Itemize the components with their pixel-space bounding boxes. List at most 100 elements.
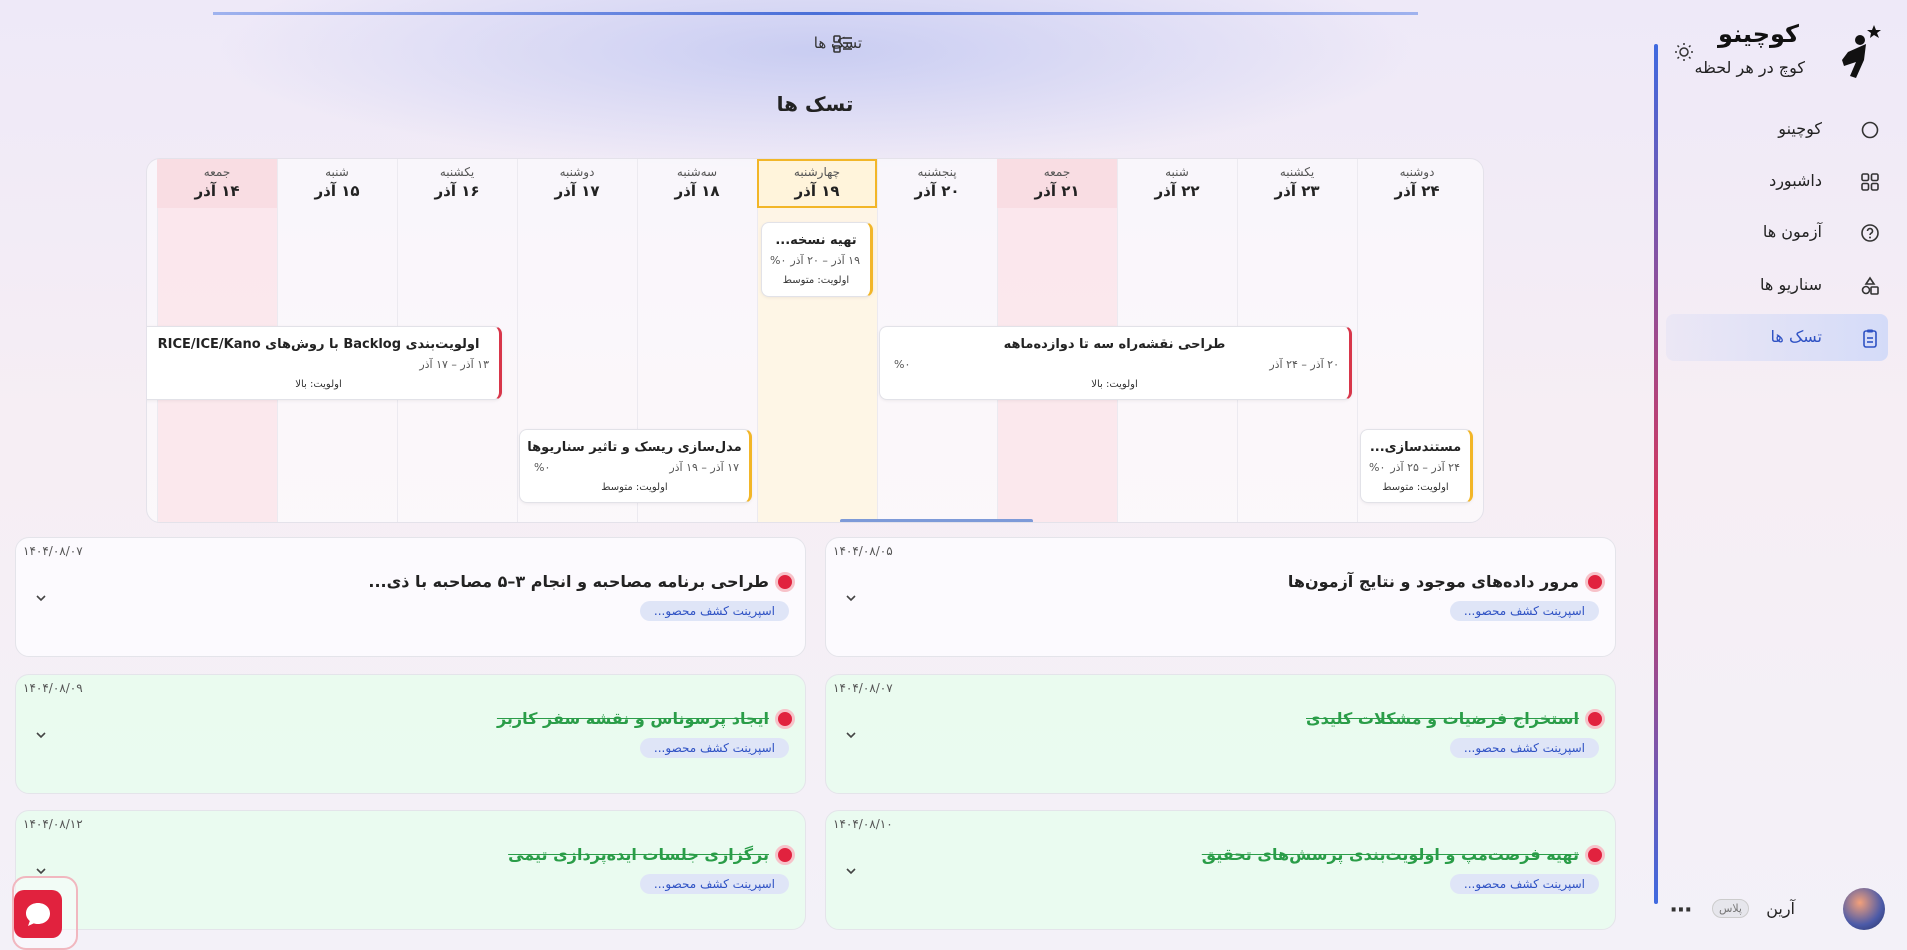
nav-item[interactable]: داشبورد xyxy=(1769,171,1822,190)
task-tag: اسپرینت کشف محصو... xyxy=(639,874,789,894)
calendar-task[interactable]: طراحی نقشه‌راه سه تا دوازده‌ماهه ۲۰ آذر –… xyxy=(879,326,1352,400)
day-date: ۲۲ آذر xyxy=(1154,182,1200,200)
nav-item[interactable]: کوچینو xyxy=(1778,119,1822,138)
task-card[interactable]: ۱۴۰۴/۰۸/۰۷ استخراج فرضیات و مشکلات کلیدی ا… xyxy=(825,674,1616,794)
task-progress: %۰ xyxy=(770,254,787,267)
day-weekday: سه‌شنبه xyxy=(676,165,718,179)
day-date: ۲۰ آذر xyxy=(914,182,960,200)
day-weekday: شنبه xyxy=(1165,165,1189,179)
nav-icon-svg xyxy=(1861,224,1879,242)
logo xyxy=(1842,25,1881,78)
more-menu[interactable]: ⋯ xyxy=(1670,898,1692,923)
task-priority: اولویت: متوسط xyxy=(1382,482,1449,493)
tasks-icon xyxy=(833,35,852,53)
section-label: تسک ها xyxy=(813,34,862,52)
expand-chevron-svg xyxy=(36,732,46,739)
day-column xyxy=(757,159,877,522)
day-date: ۲۴ آذر xyxy=(1394,182,1440,200)
top-bar xyxy=(213,12,1418,15)
task-card[interactable]: ۱۴۰۴/۰۸/۱۲ برگزاری جلسات ایده‌پردازی تیمی… xyxy=(15,810,806,930)
today-header xyxy=(757,159,877,208)
task-tag: اسپرینت کشف محصو... xyxy=(639,738,789,758)
calendar-scrollbar xyxy=(840,519,1033,522)
day-date: ۱۶ آذر xyxy=(434,182,480,200)
expand-chevron xyxy=(34,727,48,741)
task-date: ۱۴۰۴/۰۸/۱۲ xyxy=(23,817,83,831)
status-dot xyxy=(775,572,795,592)
nav-active-bg xyxy=(1666,314,1888,361)
task-title: طراحی نقشه‌راه سه تا دوازده‌ماهه xyxy=(1003,337,1226,352)
day-weekday: چهارشنبه xyxy=(793,165,841,179)
day-date: ۲۳ آذر xyxy=(1274,182,1320,200)
expand-chevron xyxy=(34,863,48,877)
nav-item[interactable]: تسک ها xyxy=(1770,327,1822,346)
day-column xyxy=(637,159,757,522)
nav-item[interactable]: سناریو ها xyxy=(1760,275,1822,294)
nav-icon-svg xyxy=(1861,276,1879,295)
tagline: کوچ در هر لحظه xyxy=(1694,58,1806,77)
day-column xyxy=(1357,159,1477,522)
day-header-bg xyxy=(157,159,277,208)
day-weekday: جمعه xyxy=(1043,165,1071,179)
day-weekday: دوشنبه xyxy=(559,165,595,179)
nav-icon xyxy=(1860,172,1880,192)
brand: کوچینو xyxy=(1718,20,1799,48)
avatar[interactable] xyxy=(1843,888,1885,930)
calendar: دوشنبه ۲۴ آذر یکشنبه ۲۳ آذر شنبه ۲۲ آذر جمعه ۲۱… xyxy=(146,158,1484,523)
task-tag: اسپرینت کشف محصو... xyxy=(1449,874,1599,894)
day-column xyxy=(517,159,637,522)
task-dates: ۲۰ آذر – ۲۴ آذر xyxy=(1269,358,1339,371)
task-title: اولویت‌بندی Backlog با روش‌های RICE/ICE/… xyxy=(157,337,480,352)
day-weekday: دوشنبه xyxy=(1399,165,1435,179)
chat-button[interactable] xyxy=(14,890,62,938)
day-date: ۱۷ آذر xyxy=(554,182,600,200)
calendar-task[interactable]: تهیه نسخه... ۱۹ آذر – ۲۰ آذر %۰ اولویت: متو… xyxy=(761,222,873,297)
status-dot xyxy=(1585,709,1605,729)
task-title: تهیه فرصت‌مپ و اولویت‌بندی پرسش‌های تحقی… xyxy=(1201,845,1579,864)
task-priority: اولویت: متوسط xyxy=(601,482,668,493)
expand-chevron-svg xyxy=(36,595,46,602)
day-date: ۱۹ آذر xyxy=(794,182,840,200)
task-date: ۱۴۰۴/۰۸/۰۷ xyxy=(833,681,893,695)
task-dates: ۱۷ آذر – ۱۹ آذر xyxy=(669,461,739,474)
expand-chevron xyxy=(844,590,858,604)
task-card[interactable]: ۱۴۰۴/۰۸/۰۷ طراحی برنامه مصاحبه و انجام ۳–… xyxy=(15,537,806,657)
task-priority: اولویت: متوسط xyxy=(782,275,850,286)
day-header-bg xyxy=(997,159,1117,208)
status-dot xyxy=(1585,572,1605,592)
task-title: ایجاد پرسوناس و نقشه سفر کاربر xyxy=(496,709,769,728)
sidebar-divider xyxy=(1654,44,1658,904)
task-priority: اولویت: بالا xyxy=(1091,379,1138,390)
task-card[interactable]: ۱۴۰۴/۰۸/۰۹ ایجاد پرسوناس و نقشه سفر کاربر… xyxy=(15,674,806,794)
day-weekday: یکشنبه xyxy=(1279,165,1315,179)
day-date: ۱۸ آذر xyxy=(674,182,720,200)
calendar-task[interactable]: اولویت‌بندی Backlog با روش‌های RICE/ICE/… xyxy=(147,326,502,400)
task-dates: ۱۳ آذر – ۱۷ آذر xyxy=(419,358,489,371)
task-tag: اسپرینت کشف محصو... xyxy=(639,601,789,621)
task-card[interactable]: ۱۴۰۴/۰۸/۱۰ تهیه فرصت‌مپ و اولویت‌بندی پرس… xyxy=(825,810,1616,930)
task-date: ۱۴۰۴/۰۸/۰۷ xyxy=(23,544,83,558)
expand-chevron xyxy=(844,727,858,741)
page-title: تسک ها xyxy=(776,92,854,116)
day-date: ۱۴ آذر xyxy=(194,182,240,200)
nav-icon xyxy=(1860,120,1880,140)
task-title: مستندسازی... xyxy=(1369,440,1462,455)
day-date: ۱۵ آذر xyxy=(314,182,360,200)
calendar-task[interactable]: مستندسازی... ۲۴ آذر – ۲۵ آذر %۰ اولویت: متو… xyxy=(1360,429,1473,503)
nav-icon-svg xyxy=(1861,121,1879,139)
task-title: مرور داده‌های موجود و نتایج آزمون‌ها xyxy=(1287,572,1579,591)
expand-chevron-svg xyxy=(36,868,46,875)
task-title: تهیه نسخه... xyxy=(775,233,857,248)
expand-chevron xyxy=(34,590,48,604)
nav-item[interactable]: آزمون ها xyxy=(1762,222,1822,241)
task-title: مدل‌سازی ریسک و تاثیر سناریوها xyxy=(527,440,742,455)
task-card[interactable]: ۱۴۰۴/۰۸/۰۵ مرور داده‌های موجود و نتایج آز… xyxy=(825,537,1616,657)
day-date: ۲۱ آذر xyxy=(1034,182,1080,200)
nav-icon xyxy=(1860,223,1880,243)
theme-toggle[interactable] xyxy=(1674,42,1694,62)
calendar-task[interactable]: مدل‌سازی ریسک و تاثیر سناریوها ۱۷ آذر – ۱… xyxy=(519,429,752,503)
expand-chevron-svg xyxy=(846,868,856,875)
task-dates: ۲۴ آذر – ۲۵ آذر xyxy=(1390,461,1460,474)
expand-chevron-svg xyxy=(846,595,856,602)
status-dot xyxy=(775,845,795,865)
